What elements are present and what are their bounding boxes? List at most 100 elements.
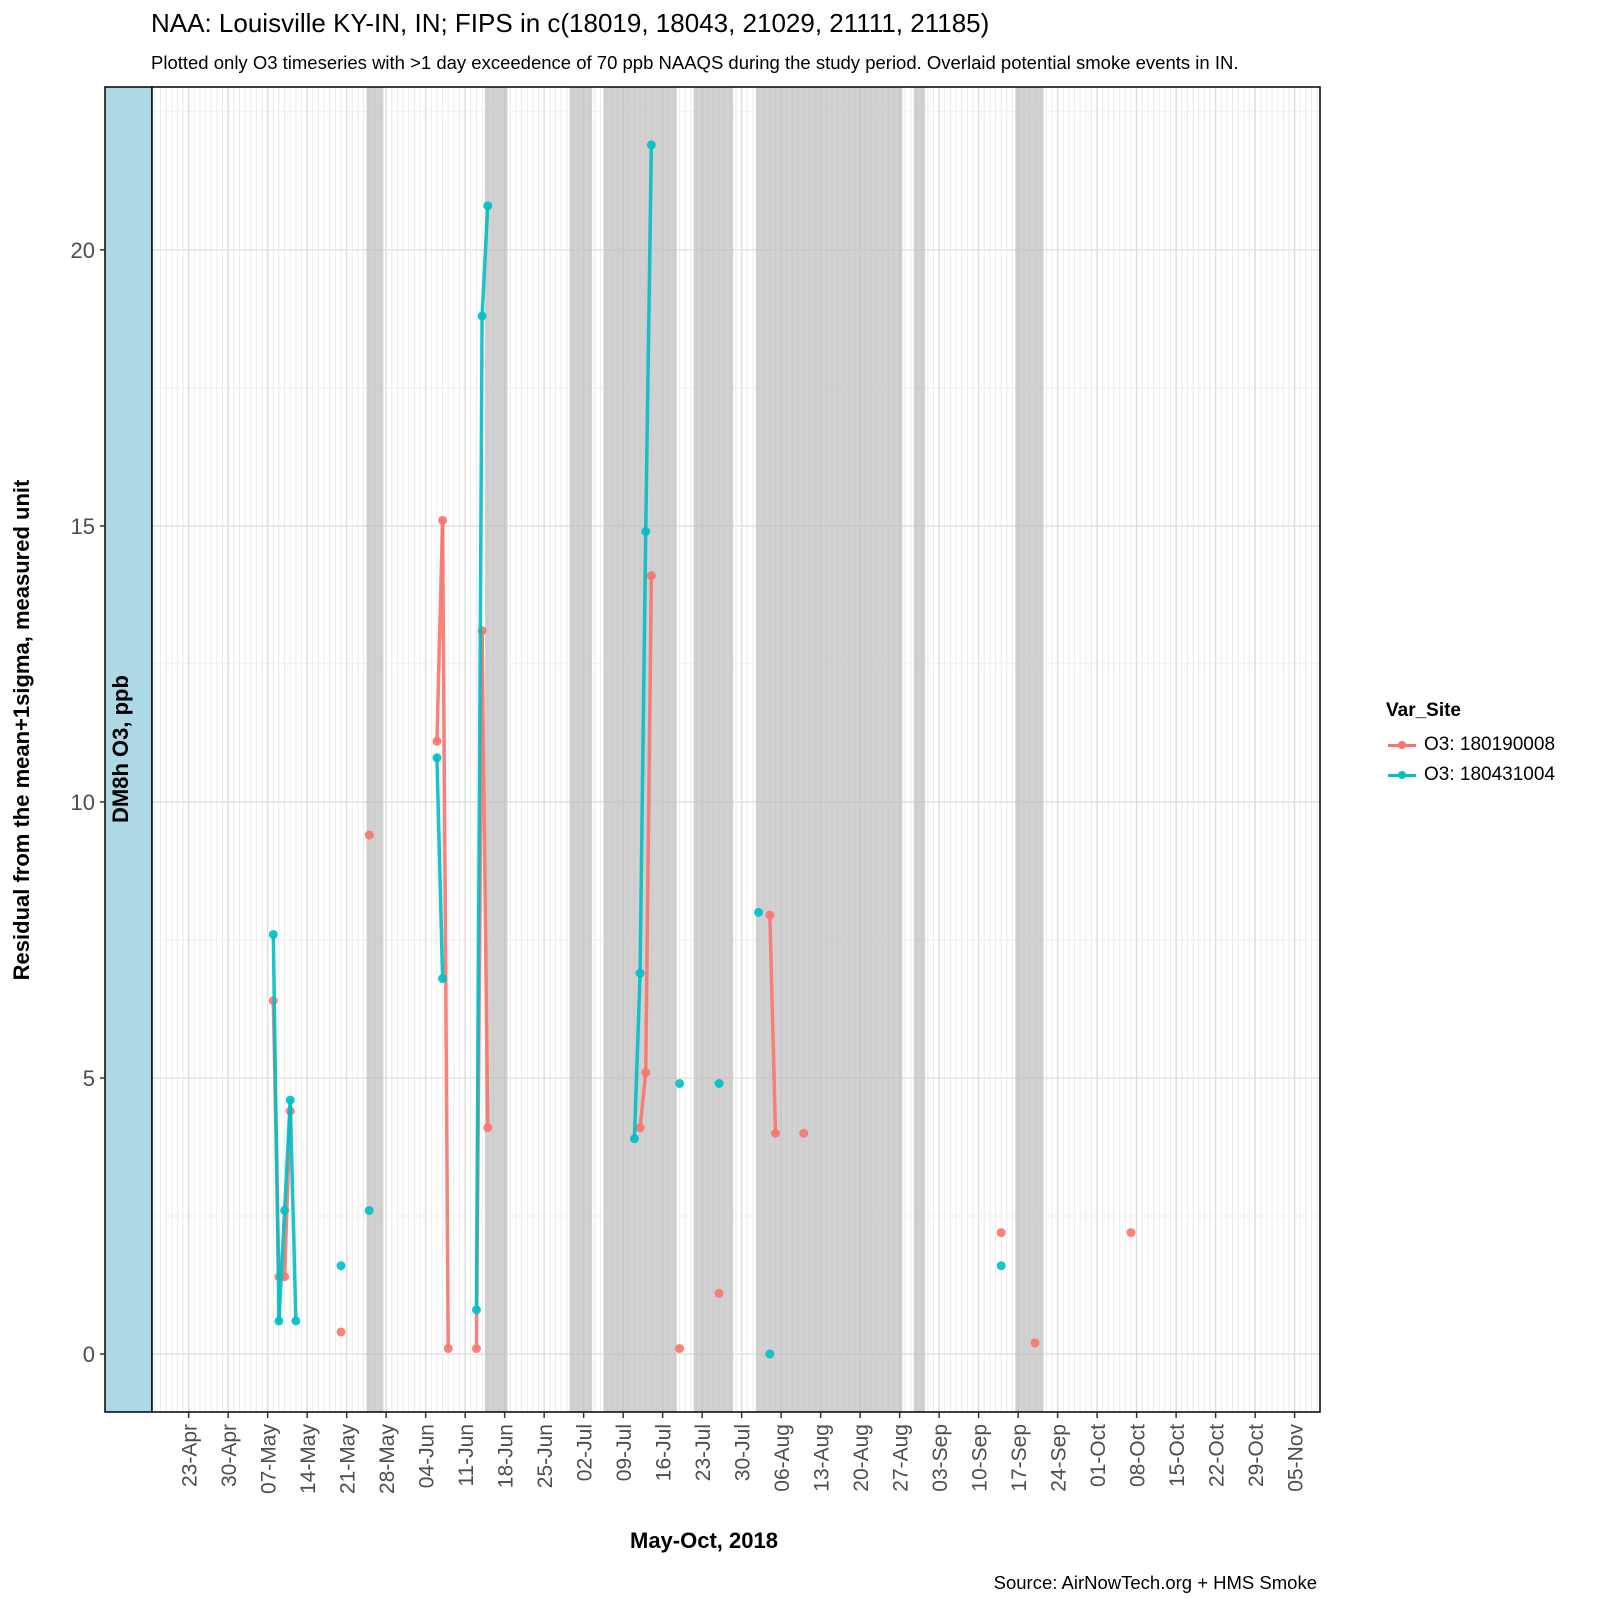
data-point	[635, 1123, 645, 1133]
smoke-event-band	[755, 87, 790, 1412]
facet-strip-bg	[104, 86, 153, 1413]
series-line-segment	[435, 756, 445, 981]
x-tick-label: 24-Sep	[1048, 1424, 1071, 1492]
legend-key-icon	[1386, 765, 1418, 785]
data-point	[641, 1067, 651, 1077]
smoke-event-band	[693, 87, 734, 1412]
x-tick-label: 14-May	[297, 1424, 320, 1495]
legend-key-icon	[1386, 735, 1418, 755]
series-line-segment	[638, 1070, 648, 1130]
series-line-segment	[474, 314, 484, 1312]
smoke-event-band	[789, 87, 807, 1412]
x-tick-label: 05-Nov	[1285, 1424, 1308, 1492]
x-tick-label: 29-Oct	[1245, 1424, 1268, 1487]
data-point	[483, 201, 493, 211]
legend: Var_Site O3: 180190008 O3: 180431004	[1386, 700, 1555, 790]
series-line-segment	[288, 1098, 298, 1323]
y-tick-label: 10	[71, 790, 95, 815]
y-tick-label: 5	[83, 1066, 95, 1091]
smoke-event-band	[806, 87, 903, 1412]
smoke-event-band	[913, 87, 926, 1412]
data-point	[274, 1316, 284, 1326]
smoke-event-band	[580, 87, 593, 1412]
x-tick-label: 07-May	[258, 1424, 281, 1495]
x-tick-label: 15-Oct	[1166, 1424, 1189, 1487]
series-line-segment	[277, 1208, 287, 1323]
data-point	[471, 1344, 481, 1354]
legend-label: O3: 180190008	[1424, 734, 1556, 755]
data-point	[1126, 1228, 1136, 1238]
data-point	[765, 910, 775, 920]
x-tick-label: 30-Apr	[218, 1424, 241, 1487]
series-line-segment	[632, 971, 642, 1141]
legend-item-series-1: O3: 180431004	[1386, 760, 1555, 790]
x-tick-label: 28-May	[376, 1424, 399, 1495]
plot-panel	[151, 86, 1321, 1413]
y-axis: 0 5 10 15 20	[71, 238, 105, 1367]
x-tick-label: 09-Jul	[613, 1424, 636, 1481]
data-point	[364, 1205, 374, 1215]
data-point	[268, 929, 278, 939]
x-tick-label: 08-Oct	[1127, 1424, 1150, 1487]
series-line-segment	[440, 518, 450, 1351]
x-tick-label: 17-Sep	[1008, 1424, 1031, 1492]
y-tick-label: 15	[71, 514, 95, 539]
data-point	[714, 1288, 724, 1298]
data-point	[770, 1128, 780, 1138]
facet-label: DM8h O3, ppb	[108, 675, 133, 823]
data-point	[1030, 1338, 1040, 1348]
y-tick-label: 0	[83, 1342, 95, 1367]
data-point	[364, 830, 374, 840]
data-point	[438, 974, 448, 984]
data-point	[646, 140, 656, 150]
legend-title: Var_Site	[1386, 700, 1461, 721]
data-point	[635, 968, 645, 978]
x-axis: 23-Apr 30-Apr 07-May 14-May 21-May 28-May 04-J…	[179, 1412, 1308, 1494]
data-point	[438, 515, 448, 525]
x-tick-label: 10-Sep	[969, 1424, 992, 1492]
x-axis-label: May-Oct, 2018	[630, 1528, 778, 1553]
series-line-segment	[480, 203, 490, 318]
data-point	[629, 1134, 639, 1144]
data-point	[996, 1228, 1006, 1238]
source-caption: Source: AirNowTech.org + HMS Smoke	[993, 1572, 1317, 1593]
x-tick-label: 21-May	[337, 1424, 360, 1495]
data-point	[443, 1344, 453, 1354]
data-point	[714, 1079, 724, 1089]
x-tick-label: 02-Jul	[574, 1424, 597, 1481]
x-tick-label: 25-Jun	[534, 1424, 557, 1488]
x-tick-label: 16-Jul	[653, 1424, 676, 1481]
x-tick-label: 04-Jun	[416, 1424, 439, 1488]
x-tick-label: 23-Apr	[179, 1424, 202, 1487]
x-tick-label: 27-Aug	[890, 1424, 913, 1492]
chart-subtitle: Plotted only O3 timeseries with >1 day e…	[151, 52, 1239, 73]
facet-strip: DM8h O3, ppb	[104, 86, 153, 1413]
data-point	[754, 907, 764, 917]
data-point	[477, 311, 487, 321]
series-line-segment	[768, 913, 778, 1135]
smoke-event-band	[366, 87, 384, 1412]
smoke-event-band	[569, 87, 581, 1412]
data-point	[765, 1349, 775, 1359]
series-line-segment	[480, 629, 490, 1130]
smoke-event-band	[1015, 87, 1044, 1412]
data-point	[641, 526, 651, 536]
smoke-event-band	[484, 87, 508, 1412]
y-tick-label: 20	[71, 238, 95, 263]
data-point	[291, 1316, 301, 1326]
x-tick-label: 18-Jun	[495, 1424, 518, 1488]
data-point	[432, 736, 442, 746]
data-point	[280, 1205, 290, 1215]
series-line-segment	[638, 529, 648, 975]
x-tick-label: 30-Jul	[732, 1424, 755, 1481]
x-tick-label: 03-Sep	[929, 1424, 952, 1492]
smoke-event-band	[603, 87, 638, 1412]
x-tick-label: 22-Oct	[1206, 1424, 1229, 1487]
data-point	[799, 1128, 809, 1138]
series-line-segment	[271, 932, 281, 1323]
series-line-segment	[643, 143, 654, 534]
data-point	[471, 1305, 481, 1315]
x-tick-label: 23-Jul	[692, 1424, 715, 1481]
legend-item-series-0: O3: 180190008	[1386, 730, 1555, 760]
